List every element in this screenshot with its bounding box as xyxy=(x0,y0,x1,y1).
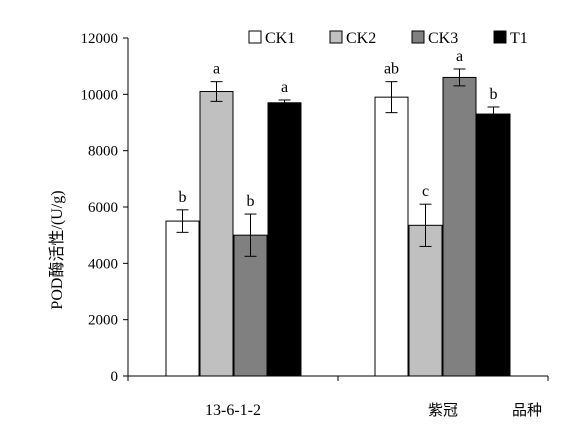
y-tick-label: 8000 xyxy=(88,144,118,160)
significance-label-ck3-0: b xyxy=(247,193,255,210)
category-label-0: 13-6-1-2 xyxy=(205,402,261,419)
legend-label-ck3: CK3 xyxy=(428,30,458,47)
significance-label-t1-0: a xyxy=(281,79,288,96)
legend-label-ck2: CK2 xyxy=(346,30,376,47)
category-label-1: 紫冠 xyxy=(428,401,458,419)
significance-label-ck3-1: a xyxy=(456,48,463,65)
bar-ck2-1 xyxy=(408,224,443,377)
legend-label-ck1: CK1 xyxy=(265,30,295,47)
legend-swatch-t1 xyxy=(493,30,507,44)
bar-ck1-1 xyxy=(374,96,409,377)
x-axis-label: 品种 xyxy=(512,401,542,419)
bar-ck3-0 xyxy=(233,234,268,377)
significance-label-ck1-0: b xyxy=(179,189,187,206)
y-tick-label: 10000 xyxy=(81,87,119,103)
y-tick-label: 4000 xyxy=(88,256,118,272)
significance-label-t1-1: b xyxy=(490,86,498,103)
significance-label-ck2-0: a xyxy=(213,61,220,78)
y-tick-label: 0 xyxy=(111,369,119,385)
y-axis-label: POD酶活性/(U/g) xyxy=(48,190,66,309)
bar-t1-0 xyxy=(267,102,302,377)
y-tick-label: 12000 xyxy=(81,31,119,47)
bar-ck1-0 xyxy=(165,220,200,377)
bar-t1-1 xyxy=(476,113,511,377)
legend-label-t1: T1 xyxy=(510,30,528,47)
legend-swatch-ck1 xyxy=(248,30,262,44)
significance-label-ck1-1: ab xyxy=(384,61,399,78)
y-tick-label: 6000 xyxy=(88,200,118,216)
bar-ck3-1 xyxy=(442,76,477,377)
significance-label-ck2-1: c xyxy=(422,183,429,200)
bar-ck2-0 xyxy=(199,91,234,377)
axes: 0 2000 4000 6000 8000 10000 12000 13-6-1-2 紫冠 xyxy=(81,31,549,419)
legend-swatch-ck2 xyxy=(329,30,343,44)
y-tick-label: 2000 xyxy=(88,313,118,329)
legend-swatch-ck3 xyxy=(411,30,425,44)
legend: CK1 CK2 CK3 T1 xyxy=(248,30,528,47)
